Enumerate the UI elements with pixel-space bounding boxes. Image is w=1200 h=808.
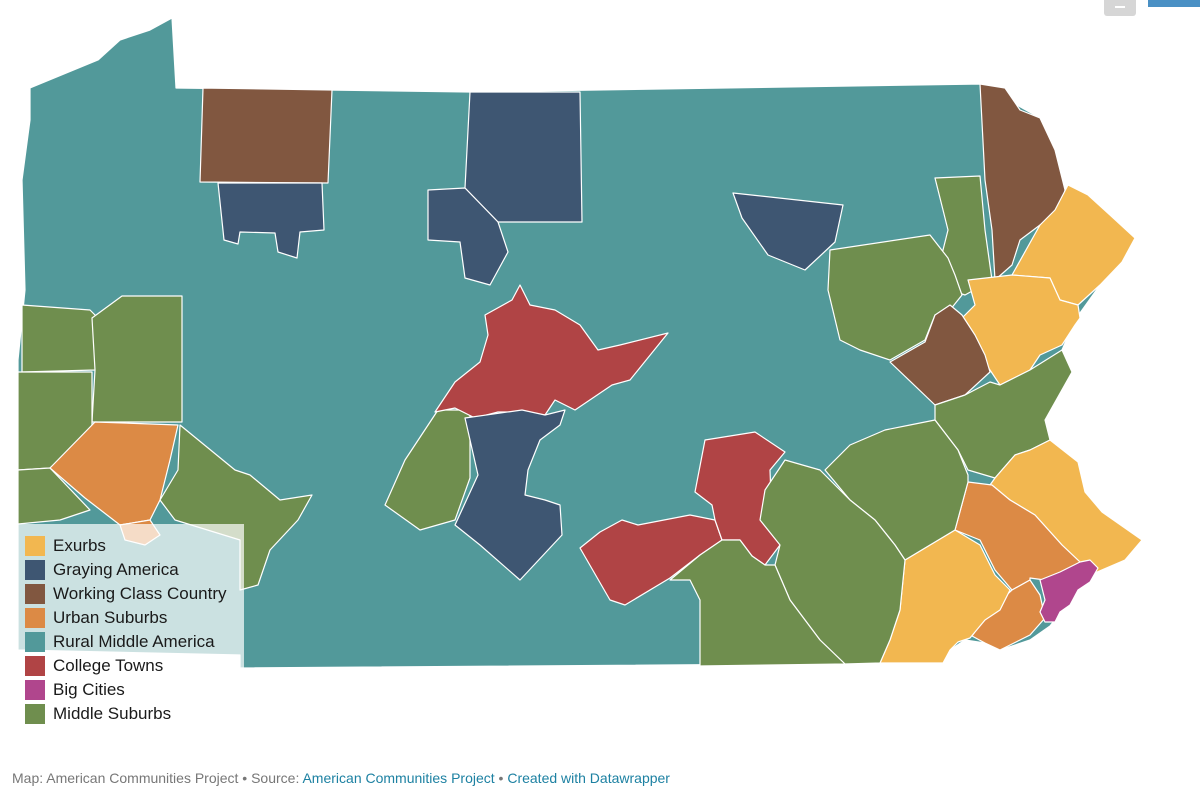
- menu-button[interactable]: [1104, 0, 1136, 16]
- legend-swatch: [25, 656, 45, 676]
- legend-swatch: [25, 704, 45, 724]
- legend-label: College Towns: [53, 656, 164, 675]
- legend-item: Working Class Country: [16, 582, 244, 606]
- legend-swatch: [25, 608, 45, 628]
- legend-item: College Towns: [16, 654, 244, 678]
- source-link[interactable]: American Communities Project: [302, 770, 495, 786]
- legend-label: Urban Suburbs: [53, 608, 168, 627]
- legend-item: Exurbs: [16, 534, 244, 558]
- legend-label: Exurbs: [53, 536, 106, 555]
- pennsylvania-county-map: [17, 17, 1143, 669]
- legend-item: Middle Suburbs: [16, 702, 244, 726]
- footer-separator: •: [494, 770, 508, 786]
- county-region: [91, 295, 183, 423]
- county-region: [669, 539, 846, 667]
- legend-label: Big Cities: [53, 680, 125, 699]
- legend-swatch: [25, 560, 45, 580]
- county-region: [464, 91, 583, 223]
- legend-swatch: [25, 632, 45, 652]
- legend-item: Urban Suburbs: [16, 606, 244, 630]
- county-region: [434, 284, 669, 419]
- legend-label: Middle Suburbs: [53, 704, 172, 723]
- datawrapper-link[interactable]: Created with Datawrapper: [507, 770, 670, 786]
- legend-swatch: [25, 584, 45, 604]
- county-region: [427, 187, 509, 286]
- legend-item: Rural Middle America: [16, 630, 244, 654]
- map-legend: Exurbs Graying America Working Class Count…: [16, 524, 244, 734]
- menu-icon: [1115, 6, 1125, 8]
- footer-prefix: Map: American Communities Project • Sour…: [12, 770, 303, 786]
- legend-item: Graying America: [16, 558, 244, 582]
- legend-label: Rural Middle America: [53, 632, 215, 651]
- county-region: [159, 424, 313, 591]
- corner-action-button[interactable]: [1148, 0, 1200, 7]
- map-footer: Map: American Communities Project • Sour…: [12, 770, 670, 786]
- county-region: [454, 409, 566, 581]
- county-region: [217, 182, 325, 259]
- county-region: [17, 467, 91, 525]
- county-region: [732, 192, 844, 271]
- legend-label: Working Class Country: [53, 584, 227, 603]
- legend-swatch: [25, 680, 45, 700]
- county-region: [889, 304, 991, 406]
- county-region: [21, 304, 103, 373]
- legend-item: Big Cities: [16, 678, 244, 702]
- county-region: [1039, 559, 1099, 623]
- legend-label: Graying America: [53, 560, 179, 579]
- county-region: [199, 87, 333, 184]
- legend-swatch: [25, 536, 45, 556]
